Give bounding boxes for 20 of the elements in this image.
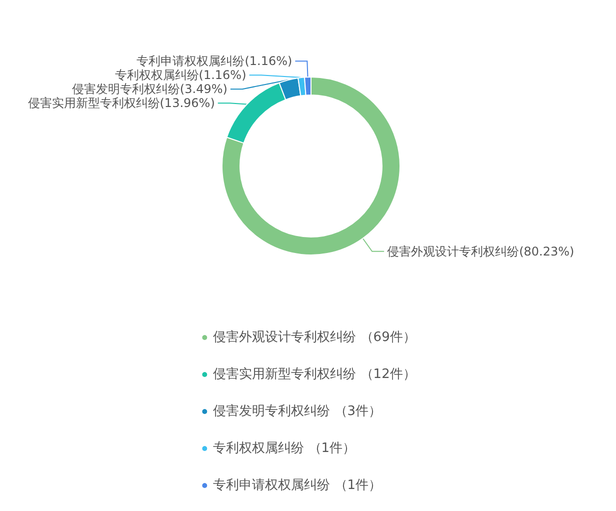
legend-label: 侵害外观设计专利权纠纷	[213, 329, 356, 345]
text: （1件）	[304, 441, 356, 456]
legend-label: 专利申请权权属纠纷	[213, 478, 330, 493]
slice-label: 专利申请权权属纠纷	[136, 54, 245, 68]
legend-label: 侵害实用新型专利权纠纷	[213, 366, 356, 382]
data-label: (1.16%)	[244, 54, 292, 68]
slice-label: 侵害实用新型专利权纠纷	[28, 96, 160, 110]
text: （1件）	[330, 478, 382, 493]
data-label: (80.23%)	[519, 244, 574, 258]
legend-label: 专利权权属纠纷	[213, 441, 304, 456]
slice-label: 侵害外观设计专利权纠纷	[387, 244, 520, 258]
data-label: (1.16%)	[198, 68, 246, 82]
data-label: (13.96%)	[160, 96, 215, 110]
text: （3件）	[330, 404, 382, 419]
text: （12件）	[356, 367, 416, 382]
slice-label: 专利权权属纠纷	[114, 68, 199, 82]
slice-label: 侵害发明专利权纠纷	[72, 82, 180, 96]
text: （69件）	[356, 330, 416, 345]
legend-label: 侵害发明专利权纠纷	[213, 403, 330, 419]
data-label: (3.49%)	[180, 82, 228, 96]
